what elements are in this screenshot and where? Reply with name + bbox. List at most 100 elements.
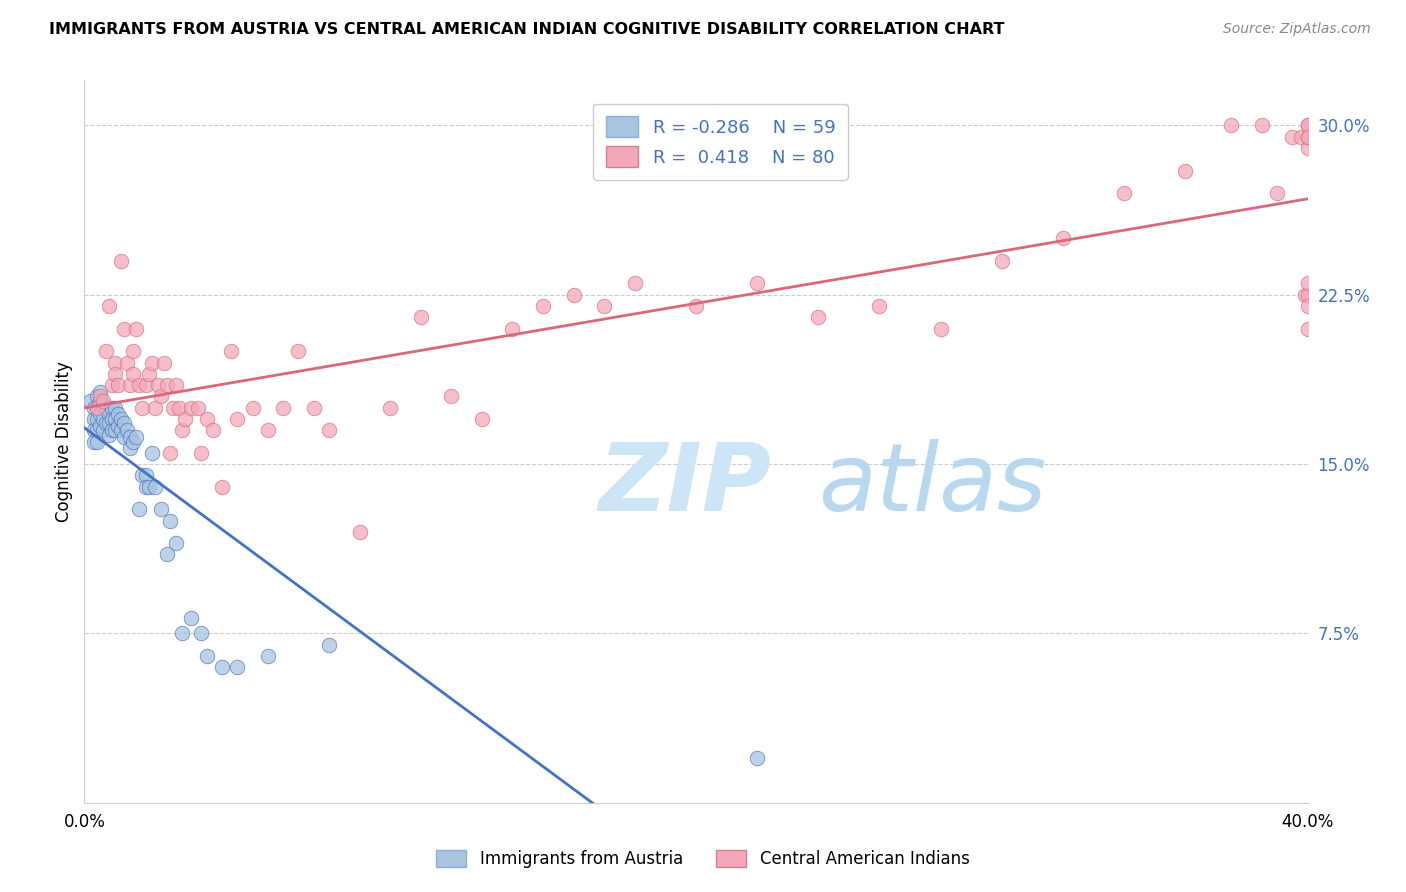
Point [380, 401, 402, 415]
Point [89, 408, 111, 422]
Point [172, 626, 194, 640]
Point [226, 660, 249, 674]
Point [101, 378, 124, 392]
Point [1296, 287, 1319, 301]
Point [110, 412, 132, 426]
Point [1250, 119, 1272, 133]
Point [83, 423, 105, 437]
Point [242, 401, 264, 415]
Point [685, 299, 707, 313]
Point [471, 412, 494, 426]
Point [135, 378, 157, 392]
Y-axis label: Cognitive Disability: Cognitive Disability [55, 361, 73, 522]
Point [1174, 163, 1197, 178]
Point [318, 423, 340, 437]
Point [156, 378, 179, 392]
Point [807, 310, 830, 325]
Point [143, 480, 166, 494]
Point [107, 418, 129, 433]
Point [125, 321, 148, 335]
Point [101, 401, 124, 415]
Point [89, 389, 111, 403]
Point [929, 321, 952, 335]
Point [174, 412, 197, 426]
Point [318, 638, 340, 652]
Point [112, 321, 135, 335]
Point [125, 430, 148, 444]
Point [112, 417, 135, 431]
Point [165, 536, 187, 550]
Point [97, 427, 120, 442]
Point [869, 299, 891, 313]
Point [562, 287, 585, 301]
Point [1281, 129, 1303, 144]
Point [271, 401, 294, 415]
Text: IMMIGRANTS FROM AUSTRIA VS CENTRAL AMERICAN INDIAN COGNITIVE DISABILITY CORRELAT: IMMIGRANTS FROM AUSTRIA VS CENTRAL AMERI… [49, 22, 1005, 37]
Point [128, 502, 150, 516]
Point [120, 442, 142, 456]
Point [120, 430, 142, 444]
Point [747, 277, 769, 291]
Point [107, 378, 129, 392]
Point [79, 393, 101, 408]
Point [1296, 129, 1319, 144]
Point [257, 423, 280, 437]
Text: Source: ZipAtlas.com: Source: ZipAtlas.com [1223, 22, 1371, 37]
Point [186, 401, 208, 415]
Point [156, 548, 179, 562]
Point [1265, 186, 1288, 201]
Point [91, 398, 114, 412]
Point [110, 423, 132, 437]
Point [131, 401, 153, 415]
Point [86, 423, 108, 437]
Point [91, 393, 114, 408]
Point [86, 389, 108, 403]
Point [1296, 119, 1319, 133]
Point [138, 367, 160, 381]
Point [86, 401, 108, 415]
Text: ZIP: ZIP [598, 439, 770, 531]
Point [104, 355, 127, 369]
Point [195, 412, 218, 426]
Point [83, 401, 105, 415]
Point [104, 423, 127, 437]
Point [1296, 119, 1319, 133]
Point [201, 423, 224, 437]
Point [226, 412, 249, 426]
Point [143, 401, 166, 415]
Point [97, 299, 120, 313]
Point [219, 344, 242, 359]
Point [135, 480, 157, 494]
Point [135, 468, 157, 483]
Point [1052, 231, 1074, 245]
Point [138, 480, 160, 494]
Point [86, 412, 108, 426]
Point [97, 408, 120, 422]
Point [172, 423, 194, 437]
Point [86, 434, 108, 449]
Point [89, 384, 111, 399]
Point [302, 401, 325, 415]
Point [104, 412, 127, 426]
Point [110, 253, 132, 268]
Point [195, 648, 218, 663]
Point [91, 412, 114, 426]
Point [502, 321, 524, 335]
Point [180, 401, 202, 415]
Point [94, 344, 117, 359]
Point [115, 355, 138, 369]
Point [149, 502, 172, 516]
Point [97, 417, 120, 431]
Point [122, 344, 145, 359]
Point [104, 367, 127, 381]
Point [141, 355, 163, 369]
Point [89, 393, 111, 408]
Point [180, 610, 202, 624]
Point [94, 417, 117, 431]
Point [146, 378, 169, 392]
Point [122, 434, 145, 449]
Point [94, 401, 117, 415]
Text: atlas: atlas [818, 440, 1046, 531]
Point [89, 418, 111, 433]
Point [149, 389, 172, 403]
